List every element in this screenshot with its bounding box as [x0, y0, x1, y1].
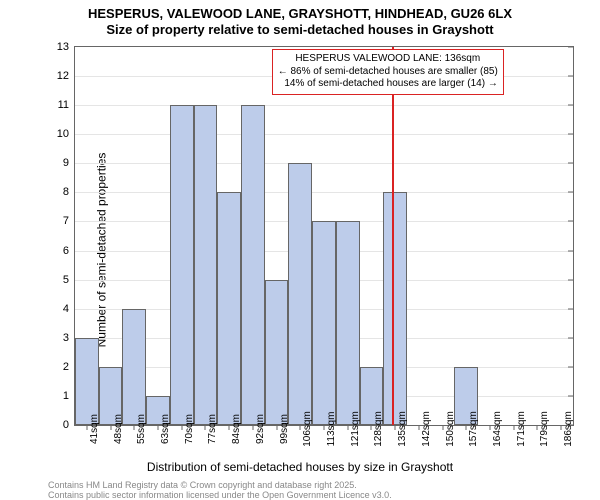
y-tick-label: 0 — [63, 419, 69, 431]
histogram-bar — [241, 105, 265, 425]
y-tick-mark — [568, 366, 573, 367]
y-tick-label: 6 — [63, 245, 69, 257]
y-tick-mark — [568, 47, 573, 48]
y-tick-mark — [568, 250, 573, 251]
x-tick-label: 179sqm — [537, 411, 550, 447]
chart-title-main: HESPERUS, VALEWOOD LANE, GRAYSHOTT, HIND… — [0, 6, 600, 21]
y-tick-label: 11 — [58, 99, 69, 111]
plot-area: 01234567891011121341sqm48sqm55sqm63sqm70… — [74, 46, 574, 426]
y-tick-label: 9 — [63, 157, 69, 169]
histogram-bar — [336, 221, 360, 425]
gridline — [75, 134, 573, 135]
y-tick-label: 12 — [57, 70, 69, 82]
reference-line — [392, 47, 394, 425]
histogram-bar — [312, 221, 336, 425]
x-tick-label: 164sqm — [490, 411, 503, 447]
y-tick-mark — [568, 134, 573, 135]
x-tick-label: 157sqm — [466, 411, 479, 447]
x-axis-label: Distribution of semi-detached houses by … — [0, 460, 600, 474]
callout-line: ← 86% of semi-detached houses are smalle… — [278, 66, 498, 79]
y-tick-mark — [568, 221, 573, 222]
y-tick-label: 3 — [63, 332, 69, 344]
y-tick-label: 8 — [63, 186, 69, 198]
histogram-bar — [170, 105, 194, 425]
gridline — [75, 105, 573, 106]
histogram-bar — [122, 309, 146, 425]
callout-line: 14% of semi-detached houses are larger (… — [278, 78, 498, 91]
y-tick-label: 7 — [63, 215, 69, 227]
x-tick-label: 142sqm — [419, 411, 432, 447]
gridline — [75, 163, 573, 164]
histogram-bar — [383, 192, 407, 425]
y-tick-label: 13 — [57, 41, 69, 53]
chart-title-sub: Size of property relative to semi-detach… — [0, 22, 600, 37]
histogram-bar — [288, 163, 312, 425]
x-tick-label: 186sqm — [561, 411, 574, 447]
x-tick-label: 171sqm — [514, 411, 527, 447]
y-tick-label: 5 — [63, 274, 69, 286]
footer-line-2: Contains public sector information licen… — [48, 490, 392, 500]
histogram-bar — [217, 192, 241, 425]
y-tick-mark — [568, 279, 573, 280]
callout-box: HESPERUS VALEWOOD LANE: 136sqm← 86% of s… — [272, 49, 504, 95]
histogram-bar — [75, 338, 99, 425]
y-tick-mark — [568, 76, 573, 77]
x-tick-label: 135sqm — [395, 411, 408, 447]
histogram-bar — [194, 105, 218, 425]
y-tick-label: 1 — [63, 390, 69, 402]
callout-line: HESPERUS VALEWOOD LANE: 136sqm — [278, 53, 498, 66]
y-tick-label: 2 — [63, 361, 69, 373]
histogram-bar — [265, 280, 289, 425]
gridline — [75, 192, 573, 193]
y-tick-mark — [568, 395, 573, 396]
y-tick-mark — [568, 105, 573, 106]
y-tick-label: 4 — [63, 303, 69, 315]
y-tick-mark — [568, 163, 573, 164]
y-tick-label: 10 — [57, 128, 69, 140]
y-tick-mark — [568, 192, 573, 193]
footer-line-1: Contains HM Land Registry data © Crown c… — [48, 480, 357, 490]
y-tick-mark — [568, 308, 573, 309]
y-tick-mark — [568, 337, 573, 338]
